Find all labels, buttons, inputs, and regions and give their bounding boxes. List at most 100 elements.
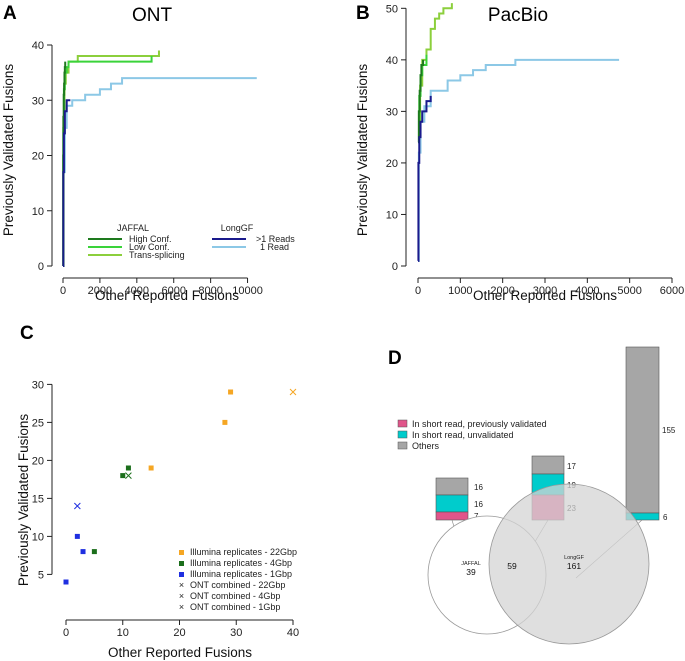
bar-value-others: 17 xyxy=(567,462,576,471)
panel-c-y-tick-label: 30 xyxy=(32,379,44,391)
scatter-point xyxy=(74,533,80,539)
panel-b-series--1-reads xyxy=(417,95,432,262)
legend-entry: >1 Reads xyxy=(256,234,295,244)
panel-c-y-tick-label: 20 xyxy=(32,455,44,467)
panel-c-ylabel: Previously Validated Fusions xyxy=(16,414,31,587)
legend-marker xyxy=(179,572,184,577)
legend-entry: Trans-splicing xyxy=(129,250,185,260)
panel-a-y-tick-label: 40 xyxy=(32,40,44,52)
panel-c-y-tick-label: 25 xyxy=(32,417,44,429)
panel-b-y-tick-label: 50 xyxy=(386,3,398,15)
panel-c-axes: 0 10 20 30 40 5 10 15 20 25 30 xyxy=(32,379,299,639)
legend-marker xyxy=(179,550,184,555)
bar-value-unvalidated: 6 xyxy=(663,513,668,522)
scatter-point xyxy=(222,419,228,425)
scatter-point xyxy=(63,579,69,585)
bar-value-others: 155 xyxy=(662,426,676,435)
panel-b-y-tick-label: 0 xyxy=(392,261,398,273)
panel-d-letter: D xyxy=(388,348,402,369)
venn-label-longgf: LongGF xyxy=(564,555,585,561)
scatter-point xyxy=(120,473,126,479)
panel-c-x-tick-label: 10 xyxy=(117,627,129,639)
bar-value-validated: 7 xyxy=(474,512,479,521)
panel-b-x-tick-label: 1000 xyxy=(448,285,472,297)
panel-a-y-tick-label: 0 xyxy=(38,261,44,273)
panel-b-title: PacBio xyxy=(488,5,548,26)
legend-entry: ONT combined - 22Gbp xyxy=(190,580,285,590)
scatter-point xyxy=(125,472,132,479)
panel-a-axes: 0 2000 4000 6000 8000 10000 0 10 20 30 40 xyxy=(32,40,263,297)
legend-swatch-others xyxy=(397,441,408,450)
panel-b-axes: 0 1000 2000 3000 4000 5000 6000 0 10 20 30 40 50 xyxy=(386,3,684,297)
panel-b-ylabel: Previously Validated Fusions xyxy=(355,64,370,237)
bar-longgf-only: 155 6 xyxy=(625,346,676,522)
panel-a-y-tick-label: 20 xyxy=(32,151,44,163)
bar-value-unvalidated: 16 xyxy=(474,500,483,509)
venn-count-jaffal-only: 39 xyxy=(466,567,476,577)
panel-a-x-tick-label: 4000 xyxy=(125,285,149,297)
panel-a-xlabel: Other Reported Fusions xyxy=(95,288,239,303)
panel-a-series--1-reads xyxy=(62,99,71,267)
panel-b: B PacBio Other Reported Fusions Previous… xyxy=(355,3,684,303)
scatter-point xyxy=(80,549,86,555)
legend-entry: Others xyxy=(412,441,440,451)
panel-b-x-tick-label: 6000 xyxy=(660,285,684,297)
legend-swatch-unvalidated xyxy=(397,430,408,439)
venn-count-overlap: 59 xyxy=(507,561,517,571)
panel-a-x-tick-label: 10000 xyxy=(232,285,263,297)
panel-b-letter: B xyxy=(356,3,370,24)
panel-b-series-1-read xyxy=(417,58,620,262)
panel-c-x-tick-label: 30 xyxy=(230,627,242,639)
panel-b-y-tick-label: 10 xyxy=(386,209,398,221)
panel-a-ylabel: Previously Validated Fusions xyxy=(1,64,16,237)
panel-c-xlabel: Other Reported Fusions xyxy=(108,645,252,660)
legend-marker: × xyxy=(179,591,184,601)
panel-a-x-tick-label: 8000 xyxy=(198,285,222,297)
bar-jaffal-only: 16 16 7 xyxy=(435,477,483,521)
bar-value-others: 16 xyxy=(474,483,483,492)
panel-b-x-tick-label: 5000 xyxy=(617,285,641,297)
scatter-point xyxy=(228,389,234,395)
panel-b-x-tick-label: 3000 xyxy=(533,285,557,297)
legend-marker xyxy=(179,561,184,566)
legend-marker: × xyxy=(179,580,184,590)
panel-a-y-tick-label: 30 xyxy=(32,95,44,107)
panel-a-y-tick-label: 10 xyxy=(32,206,44,218)
scatter-point xyxy=(73,502,81,510)
panel-a-title: ONT xyxy=(132,5,173,26)
panel-b-x-tick-label: 4000 xyxy=(575,285,599,297)
legend-entry: In short read, unvalidated xyxy=(412,430,514,440)
panel-a-legend: JAFFAL High Conf. Low Conf. Trans-splici… xyxy=(88,223,295,260)
bar-segment-validated xyxy=(435,511,469,521)
legend-entry: Low Conf. xyxy=(129,242,170,252)
panel-c: C Other Reported Fusions Previously Vali… xyxy=(16,323,299,660)
panel-a-x-tick-label: 6000 xyxy=(161,285,185,297)
legend-entry: Illumina replicates - 4Gbp xyxy=(190,558,292,568)
panel-b-x-tick-label: 0 xyxy=(415,285,421,297)
legend-entry: ONT combined - 1Gbp xyxy=(190,602,280,612)
panel-c-y-tick-label: 15 xyxy=(32,493,44,505)
panel-b-series xyxy=(417,3,620,262)
panel-c-x-tick-label: 20 xyxy=(173,627,185,639)
scatter-point xyxy=(91,549,97,555)
panel-a-x-tick-label: 2000 xyxy=(88,285,112,297)
venn-circle-longgf xyxy=(488,483,650,645)
legend-entry: ONT combined - 4Gbp xyxy=(190,591,280,601)
panel-c-letter: C xyxy=(20,323,34,344)
bar-segment-others xyxy=(531,455,565,475)
panel-a-x-tick-label: 0 xyxy=(60,285,66,297)
panel-b-y-tick-label: 30 xyxy=(386,106,398,118)
panel-b-series-trans-splicing xyxy=(418,3,453,133)
legend-marker: × xyxy=(179,602,184,612)
legend-entry: 1 Read xyxy=(260,242,289,252)
panel-b-xlabel: Other Reported Fusions xyxy=(473,288,617,303)
legend-group-title: JAFFAL xyxy=(117,223,149,233)
panel-a: A ONT Other Reported Fusions Previously … xyxy=(1,3,295,303)
panel-b-y-tick-label: 40 xyxy=(386,55,398,67)
panel-c-points xyxy=(63,388,297,585)
legend-entry: Illumina replicates - 1Gbp xyxy=(190,569,292,579)
scatter-point xyxy=(289,388,297,396)
legend-entry: High Conf. xyxy=(129,234,172,244)
venn-count-longgf-only: 161 xyxy=(567,561,581,571)
